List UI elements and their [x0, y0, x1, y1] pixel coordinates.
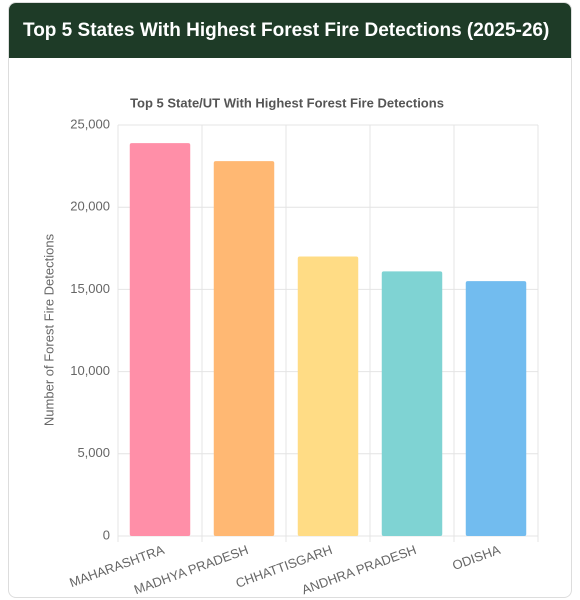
- bar: [381, 271, 443, 536]
- chart-title: Top 5 State/UT With Highest Forest Fire …: [130, 95, 444, 110]
- bar: [213, 161, 275, 536]
- bar: [297, 256, 359, 536]
- x-tick-label: ODISHA: [450, 542, 502, 573]
- y-tick-label: 25,000: [70, 116, 110, 131]
- y-tick-label: 15,000: [70, 281, 110, 296]
- y-tick-label: 5,000: [77, 445, 110, 460]
- y-tick-label: 10,000: [70, 363, 110, 378]
- card-header: Top 5 States With Highest Forest Fire De…: [9, 3, 571, 58]
- y-axis-label: Number of Forest Fire Detections: [41, 233, 56, 426]
- y-tick-label: 20,000: [70, 199, 110, 214]
- bar: [129, 143, 191, 537]
- bar: [465, 281, 527, 536]
- y-tick-label: 0: [103, 527, 110, 542]
